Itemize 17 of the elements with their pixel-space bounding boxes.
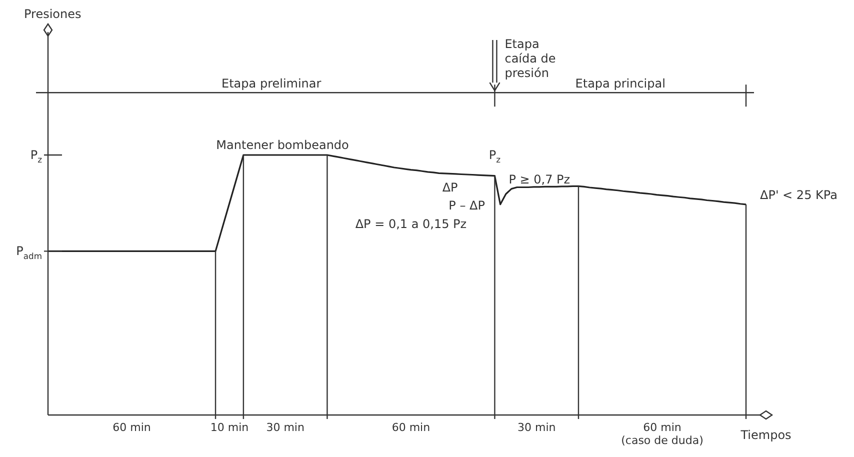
text: 10 min — [210, 421, 249, 434]
text: 60 min — [392, 421, 430, 434]
text: 30 min — [266, 421, 304, 434]
annotation: P ≥ 0,7 Pz — [508, 172, 570, 187]
x-axis-title: Tiempos — [740, 428, 792, 442]
text: 30 min — [517, 421, 556, 434]
text: Presiones — [24, 7, 82, 21]
annotation: ΔP — [442, 180, 458, 194]
annotation: ΔP' < 25 KPa — [760, 188, 838, 202]
text: Etapa caída de presión — [504, 37, 556, 80]
text: Etapa principal — [575, 76, 666, 91]
annotation: P – ΔP — [448, 198, 485, 213]
text: Etapa preliminar — [222, 76, 322, 91]
annotation: ΔP = 0,1 a 0,15 Pz — [355, 216, 467, 231]
text: 60 min — [112, 421, 151, 434]
text: Mantener bombeando — [216, 138, 349, 152]
text: 60 min (caso de duda) — [621, 421, 704, 448]
